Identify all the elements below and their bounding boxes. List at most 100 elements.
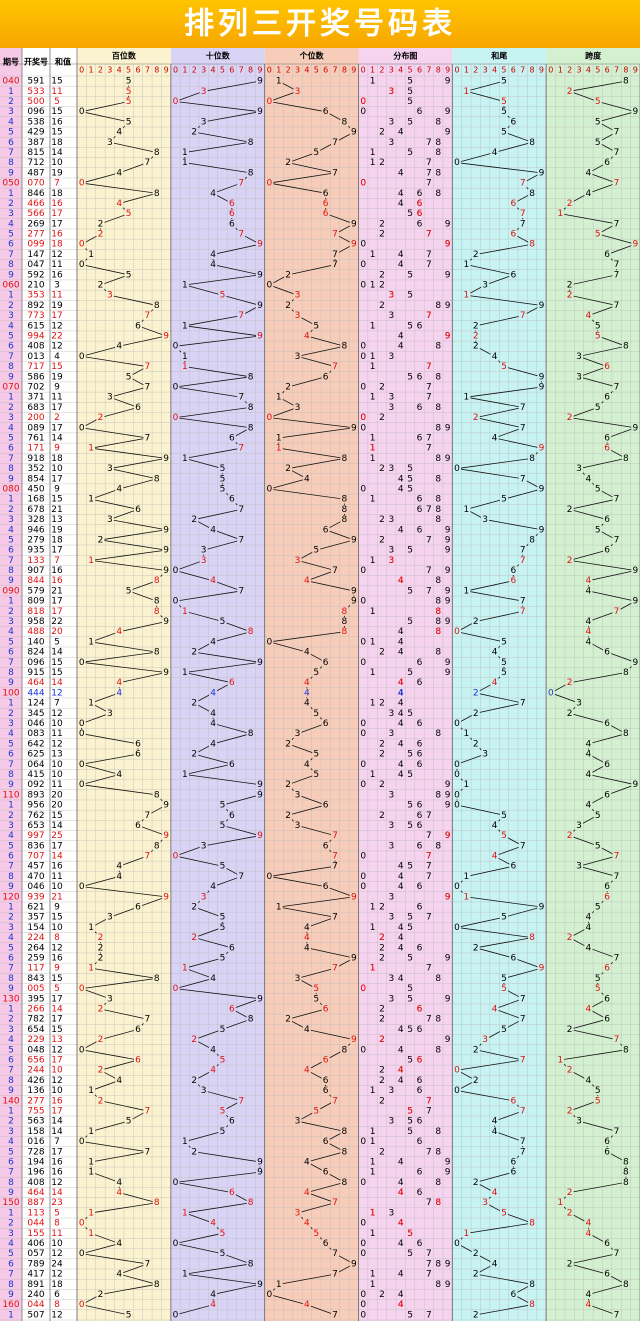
- draw-number: 124: [27, 699, 44, 709]
- trend-digit: 7: [614, 1310, 620, 1320]
- digit-bg: [162, 453, 171, 463]
- trend-digit: 7: [520, 1106, 526, 1116]
- trend-digit: 6: [323, 1239, 329, 1249]
- trend-digit: 9: [163, 525, 169, 535]
- distribution-digit: 9: [445, 240, 451, 250]
- digit-bg: [575, 351, 584, 361]
- distribution-digit: 7: [426, 811, 432, 821]
- digit-bg: [143, 810, 152, 820]
- digit-bg: [509, 1290, 518, 1300]
- distribution-digit: 0: [360, 1290, 366, 1300]
- trend-digit: 0: [454, 627, 460, 637]
- digit-bg: [209, 973, 218, 983]
- digit-bg: [349, 239, 358, 249]
- draw-number: 057: [27, 1249, 44, 1259]
- distribution-digit: 6: [417, 1005, 423, 1015]
- distribution-digit: 5: [407, 1229, 413, 1239]
- trend-digit: 2: [98, 1035, 104, 1045]
- distribution-digit: 8: [435, 1198, 441, 1208]
- digit-bg: [528, 188, 537, 198]
- digit-bg: [453, 158, 462, 168]
- trend-digit: 4: [586, 1300, 592, 1310]
- sum: 5: [54, 1208, 60, 1218]
- trend-digit: 4: [586, 474, 592, 484]
- trend-digit: 5: [220, 291, 226, 301]
- digit-bg: [518, 1055, 527, 1065]
- digit-bg: [162, 617, 171, 627]
- digit-bg: [87, 1228, 96, 1238]
- distribution-digit: 9: [445, 107, 451, 117]
- draw-number: 096: [27, 107, 44, 117]
- digit-bg: [87, 249, 96, 259]
- digit-bg: [105, 515, 114, 525]
- distribution-digit: 8: [435, 1178, 441, 1188]
- trend-digit: 5: [220, 1025, 226, 1035]
- digit-bg: [518, 474, 527, 484]
- draw-number: 538: [27, 117, 44, 127]
- trend-digit: 7: [332, 230, 338, 240]
- column-header: 和尾: [491, 51, 507, 61]
- digit-bg: [490, 1004, 499, 1014]
- digit-bg: [575, 861, 584, 871]
- trend-digit: 9: [351, 128, 357, 138]
- issue: 060: [2, 281, 19, 291]
- trend-digit: 6: [229, 209, 235, 219]
- trend-digit: 8: [248, 729, 254, 739]
- digit-bg: [584, 617, 593, 627]
- digit-bg: [246, 423, 255, 433]
- trend-digit: 2: [567, 413, 573, 423]
- trend-digit: 2: [567, 709, 573, 719]
- trend-digit: 4: [116, 342, 122, 352]
- draw-number: 579: [27, 586, 44, 596]
- digit-bg: [509, 117, 518, 127]
- distribution-digit: 8: [435, 168, 441, 178]
- col-bg: [0, 48, 22, 1321]
- distribution-digit: 6: [417, 1239, 423, 1249]
- draw-number: 328: [27, 515, 44, 525]
- digit-bg: [218, 464, 227, 474]
- issue: 9: [8, 1188, 14, 1198]
- trend-digit: 1: [276, 433, 282, 443]
- issue: 9: [8, 1086, 14, 1096]
- digit-bg: [255, 1157, 264, 1167]
- digit-bg: [209, 525, 218, 535]
- trend-digit: 2: [191, 699, 197, 709]
- distribution-digit: 3: [388, 464, 394, 474]
- trend-digit: 6: [229, 1005, 235, 1015]
- digit-header: 5: [314, 66, 319, 75]
- draw-number: 224: [27, 933, 44, 943]
- distribution-digit: 3: [388, 138, 394, 148]
- sum: 19: [51, 301, 63, 311]
- trend-digit: 5: [501, 1208, 507, 1218]
- digit-bg: [143, 382, 152, 392]
- digit-bg: [321, 198, 330, 208]
- draw-number: 200: [27, 413, 44, 423]
- digit-bg: [499, 127, 508, 137]
- digit-bg: [509, 1096, 518, 1106]
- trend-digit: 5: [595, 903, 601, 913]
- digit-bg: [321, 188, 330, 198]
- issue: 4: [8, 1035, 14, 1045]
- sum: 12: [51, 943, 62, 953]
- trend-digit: 4: [492, 352, 498, 362]
- digit-bg: [331, 362, 340, 372]
- digit-bg: [190, 515, 199, 525]
- digit-bg: [162, 800, 171, 810]
- digit-bg: [180, 668, 189, 678]
- trend-digit: 5: [220, 954, 226, 964]
- digit-bg: [471, 708, 480, 718]
- trend-digit: 4: [304, 474, 310, 484]
- trend-digit: 3: [576, 464, 582, 474]
- trend-digit: 2: [98, 954, 104, 964]
- distribution-digit: 3: [388, 311, 394, 321]
- draw-number: 429: [27, 128, 44, 138]
- digit-bg: [171, 984, 180, 994]
- distribution-digit: 1: [370, 607, 376, 617]
- sum: 10: [51, 760, 63, 770]
- draw-number: 047: [27, 260, 44, 270]
- distribution-digit: 1: [370, 444, 376, 454]
- distribution-digit: 7: [426, 535, 432, 545]
- trend-digit: 4: [586, 637, 592, 647]
- trend-digit: 6: [510, 954, 516, 964]
- digit-bg: [143, 851, 152, 861]
